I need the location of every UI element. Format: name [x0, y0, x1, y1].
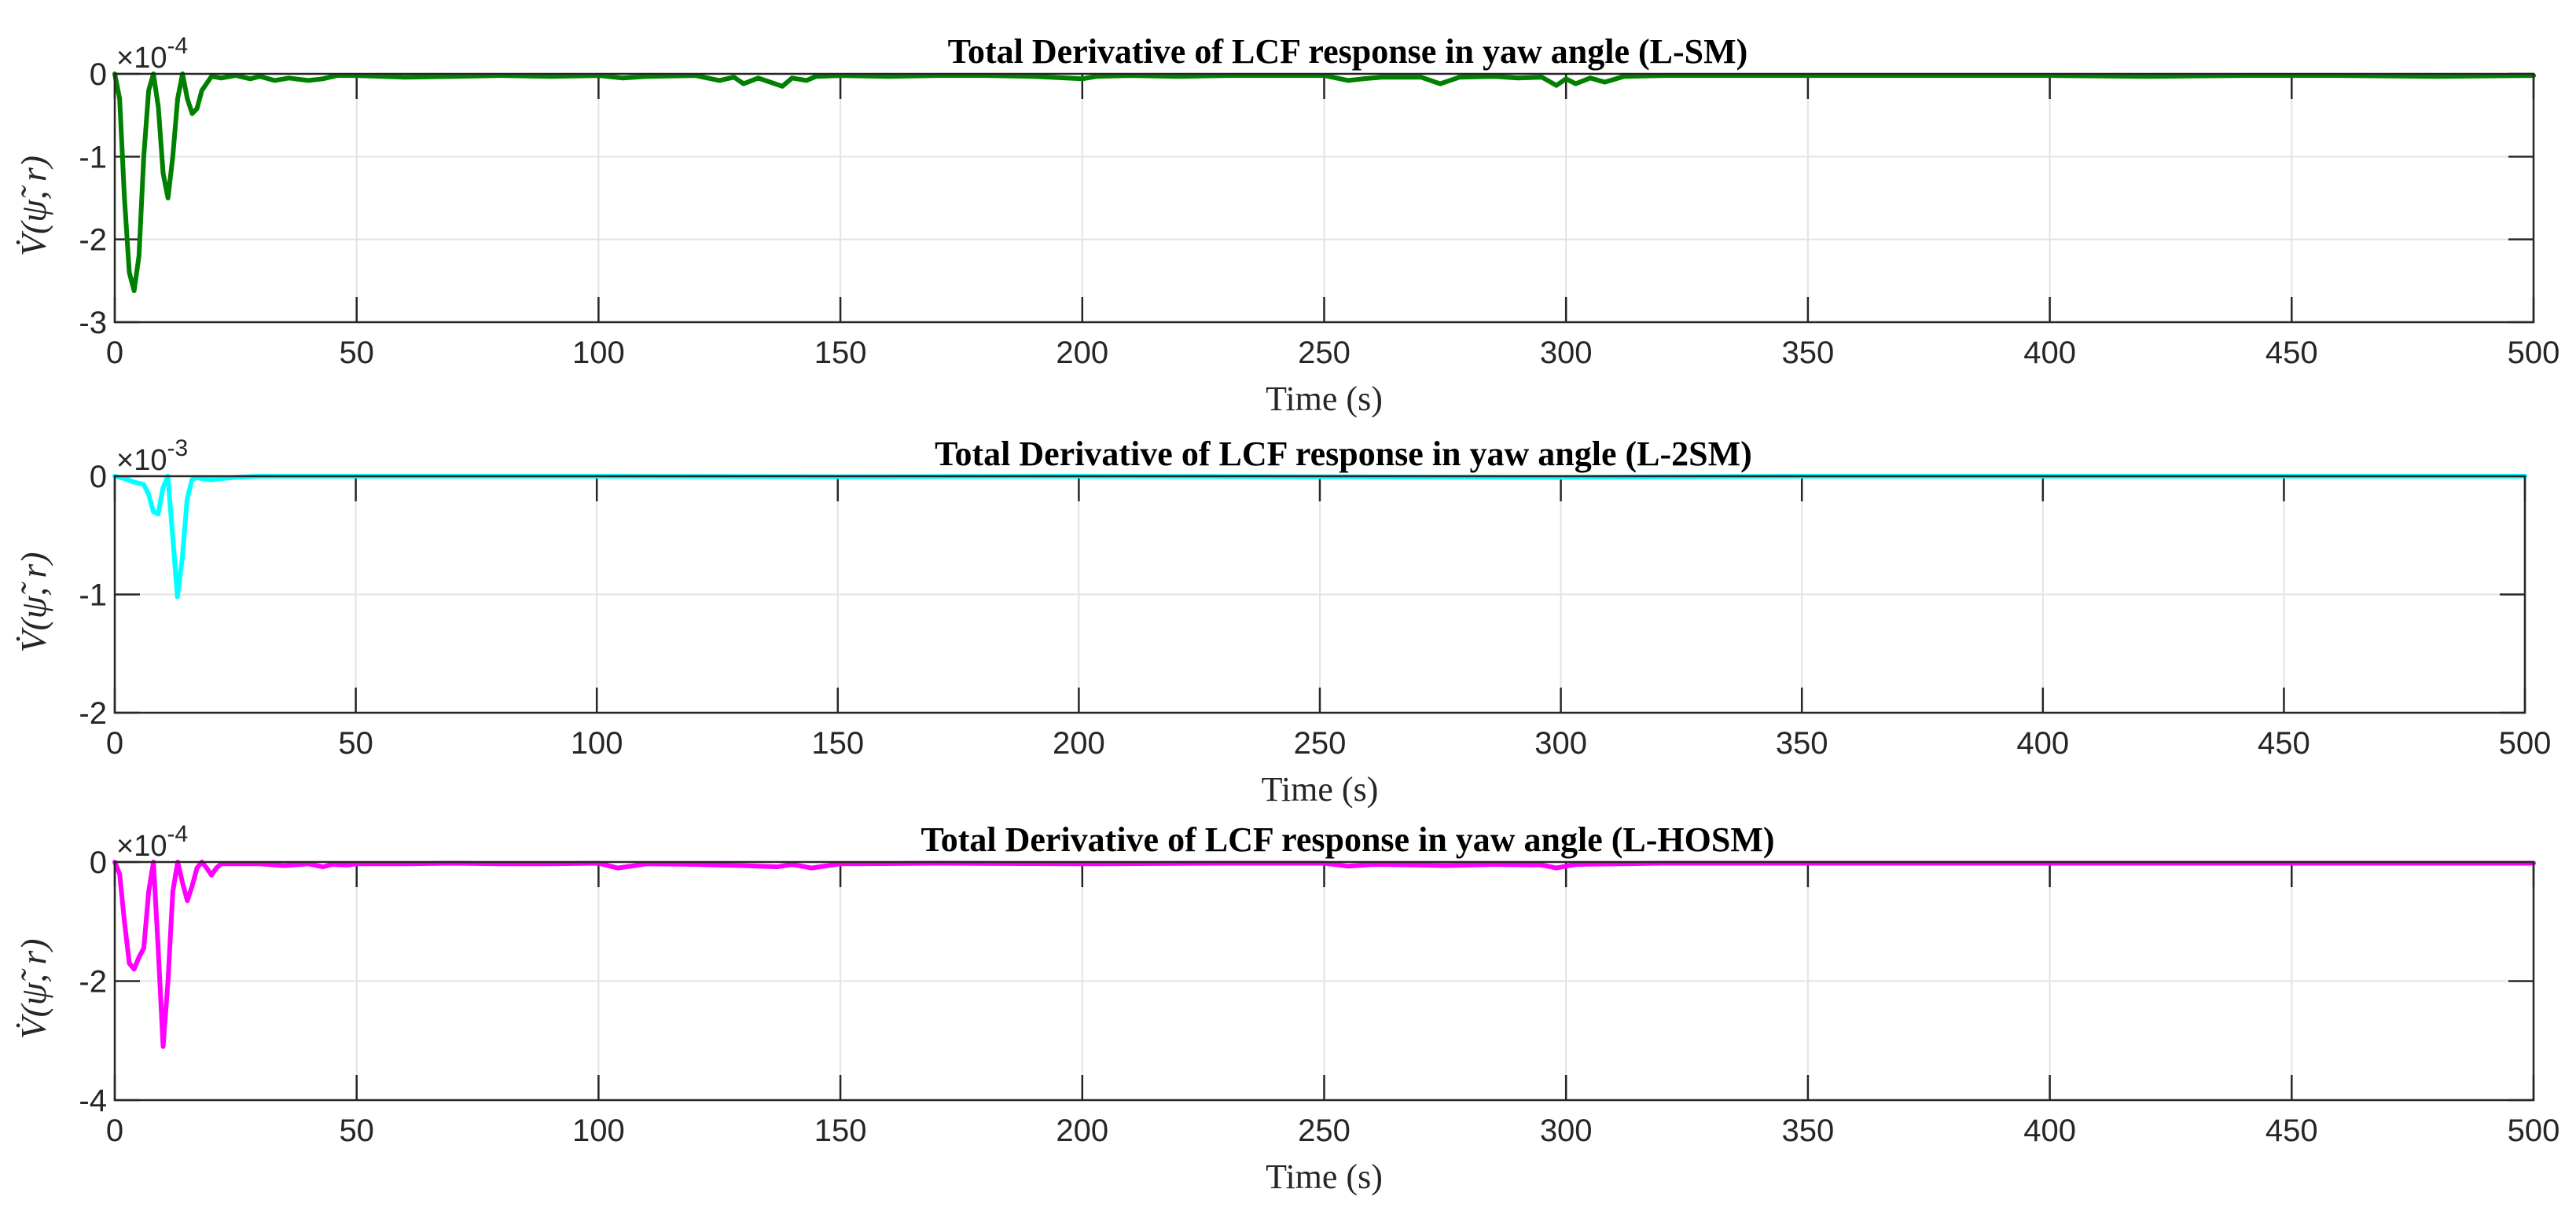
x-tick-label: 100 [571, 726, 623, 761]
exponent-base: ×10 [116, 444, 167, 477]
y-tick-labels: 0 -2 -4 [79, 846, 107, 1118]
y-tick-label: -2 [79, 223, 107, 258]
x-tick-label: 100 [572, 1113, 625, 1148]
x-tick-label: 350 [1776, 726, 1828, 761]
x-tick-label: 450 [2258, 726, 2310, 761]
x-tick-label: 150 [811, 726, 864, 761]
series-line-l-sm [112, 72, 2536, 293]
x-tick-label: 0 [106, 336, 123, 370]
x-axis-label: Time (s) [1262, 770, 1379, 809]
x-tick-label: 250 [1298, 1113, 1350, 1148]
x-tick-label: 500 [2508, 336, 2560, 370]
y-tick-labels: 0 -1 -2 [79, 460, 107, 731]
x-tick-label: 300 [1534, 726, 1587, 761]
x-tick-label: 0 [106, 726, 123, 761]
x-tick-labels: 0 50 100 150 200 250 300 350 400 450 500 [106, 336, 2560, 370]
x-tick-label: 400 [2023, 336, 2076, 370]
y-exponent-label: ×10-4 [116, 33, 188, 75]
x-tick-label: 450 [2265, 1113, 2318, 1148]
x-tick-label: 100 [572, 336, 625, 370]
x-axis-label: Time (s) [1266, 380, 1383, 418]
x-tick-label: 50 [338, 726, 373, 761]
subplot-title: Total Derivative of LCF response in yaw … [948, 32, 1748, 71]
subplot-l-sm: 0 50 100 150 200 250 300 350 400 450 500 0 -1 -2 -3 T… [13, 32, 2559, 418]
x-tick-labels: 0 50 100 150 200 250 300 350 400 450 500 [106, 726, 2552, 761]
y-axis-label: V̇(ψ̃, r) [13, 938, 53, 1039]
y-tick-label: -4 [79, 1084, 107, 1118]
series-line-l-hosm [112, 860, 2536, 1049]
x-axis-label: Time (s) [1266, 1157, 1383, 1196]
x-tick-label: 400 [2023, 1113, 2076, 1148]
y-axis-label: V̇(ψ̃, r) [13, 156, 53, 256]
y-exponent-label: ×10-4 [116, 821, 188, 863]
subplot-l-hosm: 0 50 100 150 200 250 300 350 400 450 500 0 -2 -4 Tot… [13, 820, 2559, 1196]
exponent-base: ×10 [116, 42, 167, 75]
y-tick-label: -1 [79, 140, 107, 174]
x-tick-label: 350 [1782, 1113, 1835, 1148]
exponent-base: ×10 [116, 830, 167, 863]
y-tick-labels: 0 -1 -2 -3 [79, 57, 107, 340]
exponent-power: -3 [167, 435, 188, 461]
x-tick-label: 200 [1056, 336, 1108, 370]
x-tick-label: 450 [2265, 336, 2318, 370]
x-tick-label: 250 [1294, 726, 1347, 761]
axes-box [113, 72, 2535, 324]
x-tick-label: 0 [106, 1113, 123, 1148]
grid-lines [115, 74, 2534, 322]
axes-box [113, 475, 2526, 714]
y-tick-label: -1 [79, 578, 107, 613]
y-tick-label: -2 [79, 965, 107, 1000]
x-tick-label: 200 [1053, 726, 1105, 761]
x-tick-label: 150 [814, 1113, 867, 1148]
x-tick-label: 50 [339, 336, 374, 370]
x-tick-label: 400 [2016, 726, 2069, 761]
x-tick-label: 50 [339, 1113, 374, 1148]
x-tick-label: 350 [1782, 336, 1835, 370]
y-tick-label: 0 [90, 57, 107, 92]
axes-box [113, 860, 2535, 1102]
y-exponent-label: ×10-3 [116, 435, 188, 477]
subplot-title: Total Derivative of LCF response in yaw … [921, 820, 1774, 859]
grid-lines [115, 862, 2534, 1100]
y-tick-label: 0 [90, 460, 107, 494]
grid-lines [115, 476, 2525, 713]
x-tick-label: 250 [1298, 336, 1350, 370]
subplot-l-2sm: 0 50 100 150 200 250 300 350 400 450 500 0 -1 -2 Tot… [13, 435, 2551, 809]
x-tick-labels: 0 50 100 150 200 250 300 350 400 450 500 [106, 1113, 2560, 1148]
exponent-power: -4 [167, 821, 188, 847]
x-tick-label: 300 [1540, 1113, 1593, 1148]
y-axis-label: V̇(ψ̃, r) [13, 552, 53, 652]
x-tick-label: 500 [2508, 1113, 2560, 1148]
y-tick-label: -3 [79, 306, 107, 340]
x-tick-label: 500 [2499, 726, 2552, 761]
x-tick-label: 150 [814, 336, 867, 370]
y-tick-label: 0 [90, 846, 107, 880]
subplot-title: Total Derivative of LCF response in yaw … [935, 435, 1752, 473]
x-tick-label: 300 [1540, 336, 1593, 370]
y-tick-label: -2 [79, 696, 107, 731]
x-tick-label: 200 [1056, 1113, 1108, 1148]
exponent-power: -4 [167, 33, 188, 59]
